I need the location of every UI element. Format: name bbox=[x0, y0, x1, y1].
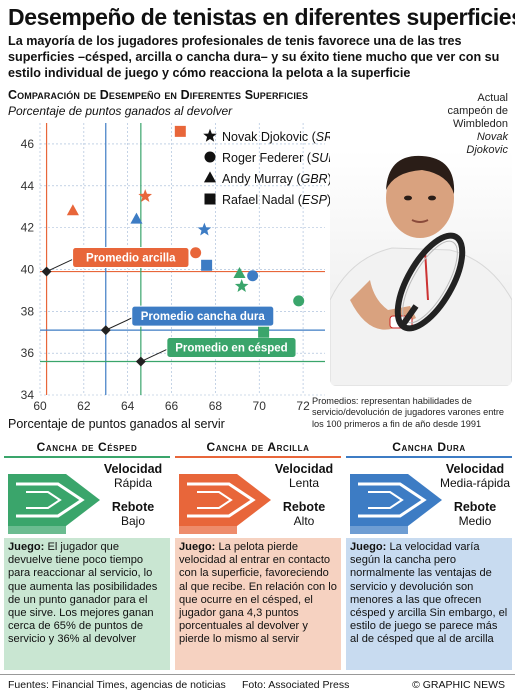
data-point bbox=[190, 247, 202, 259]
average-callout-line bbox=[140, 347, 172, 362]
champion-line1: Actual bbox=[477, 92, 508, 104]
bounce-property: Rebote Bajo bbox=[96, 500, 170, 528]
speed-value: Rápida bbox=[113, 476, 153, 490]
court-icon bbox=[8, 474, 100, 534]
court-icon bbox=[350, 474, 442, 534]
data-point bbox=[197, 222, 212, 236]
y-tick-label: 36 bbox=[21, 346, 35, 360]
speed-value: Media-rápida bbox=[439, 476, 511, 490]
y-tick-label: 34 bbox=[21, 388, 35, 402]
desc-lead: Juego: bbox=[179, 541, 216, 553]
data-point bbox=[233, 267, 246, 279]
speed-label: Velocidad bbox=[103, 462, 163, 476]
bounce-value: Medio bbox=[458, 514, 492, 528]
champion-caption: Actual campeón de Wimbledon Novak Djokov… bbox=[400, 92, 508, 157]
page-subtitle: La mayoría de los jugadores profesionale… bbox=[8, 34, 500, 80]
data-point bbox=[258, 326, 270, 338]
legend-marker bbox=[203, 171, 217, 183]
data-point bbox=[293, 295, 305, 307]
surface-panel: Cancha de Césped Velocidad Rápida Rebote… bbox=[4, 440, 170, 670]
average-callout-line bbox=[105, 315, 136, 331]
chart-title: Comparación de Desempeño en Diferentes S… bbox=[8, 88, 309, 102]
x-tick-label: 70 bbox=[253, 399, 267, 413]
x-tick-label: 62 bbox=[77, 399, 91, 413]
y-tick-label: 44 bbox=[21, 179, 35, 193]
data-point bbox=[66, 204, 79, 216]
desc-lead: Juego: bbox=[350, 541, 387, 553]
panel-title: Cancha de Arcilla bbox=[175, 440, 341, 458]
data-point bbox=[138, 189, 152, 202]
page-title: Desempeño de tenistas en diferentes supe… bbox=[8, 4, 515, 30]
champion-name2: Djokovic bbox=[466, 144, 508, 156]
bounce-label: Rebote bbox=[282, 500, 326, 514]
speed-label: Velocidad bbox=[274, 462, 334, 476]
x-tick-label: 72 bbox=[296, 399, 310, 413]
y-tick-label: 40 bbox=[21, 262, 35, 276]
desc-lead: Juego: bbox=[8, 541, 45, 553]
panel-title: Cancha Dura bbox=[346, 440, 512, 458]
speed-value: Lenta bbox=[288, 476, 320, 490]
panel-title: Cancha de Césped bbox=[4, 440, 170, 458]
bounce-value: Bajo bbox=[120, 514, 146, 528]
champion-name1: Novak bbox=[476, 131, 508, 143]
player-photo bbox=[330, 150, 512, 386]
desc-text: La pelota pierde velocidad al entrar en … bbox=[179, 541, 337, 646]
surface-panel: Cancha Dura Velocidad Media-rápida Rebot… bbox=[346, 440, 512, 670]
average-callout-line bbox=[46, 257, 77, 273]
champion-line2: campeón de bbox=[447, 105, 508, 117]
x-tick-label: 66 bbox=[165, 399, 179, 413]
data-point bbox=[174, 125, 186, 137]
panel-description: Juego: La velocidad varía según la canch… bbox=[346, 538, 512, 670]
bounce-label: Rebote bbox=[111, 500, 155, 514]
speed-property: Velocidad Rápida bbox=[96, 462, 170, 490]
desc-text: La velocidad varía según la cancha pero … bbox=[350, 541, 508, 646]
data-point bbox=[247, 270, 259, 282]
speed-property: Velocidad Lenta bbox=[267, 462, 341, 490]
x-tick-label: 64 bbox=[121, 399, 135, 413]
average-label: Promedio arcilla bbox=[86, 253, 176, 265]
average-label: Promedio en césped bbox=[175, 343, 287, 355]
x-tick-label: 60 bbox=[33, 399, 47, 413]
x-axis-label: Porcentaje de puntos ganados al servir bbox=[8, 417, 225, 431]
x-tick-label: 68 bbox=[209, 399, 223, 413]
surface-panel: Cancha de Arcilla Velocidad Lenta Rebote… bbox=[175, 440, 341, 670]
average-label-box bbox=[166, 337, 297, 359]
y-tick-label: 42 bbox=[21, 221, 35, 235]
data-point bbox=[201, 259, 213, 271]
panel-description: Juego: El jugador que devuelve tiene poc… bbox=[4, 538, 170, 670]
footer-sources: Fuentes: Financial Times, agencias de no… bbox=[8, 679, 226, 691]
speed-property: Velocidad Media-rápida bbox=[438, 462, 512, 490]
legend-marker bbox=[204, 193, 216, 205]
legend-label: Rafael Nadal (ESP) bbox=[222, 193, 330, 207]
footer-logo: © GRAPHIC NEWS bbox=[412, 679, 505, 691]
panel-description: Juego: La pelota pierde velocidad al ent… bbox=[175, 538, 341, 670]
bounce-value: Alto bbox=[293, 514, 315, 528]
data-point bbox=[130, 212, 143, 224]
average-label-box bbox=[131, 305, 275, 327]
average-label: Promedio cancha dura bbox=[141, 311, 266, 323]
legend-marker bbox=[203, 128, 217, 142]
y-axis-label: Porcentaje de puntos ganados al devolver bbox=[8, 104, 233, 118]
footer: Fuentes: Financial Times, agencias de no… bbox=[0, 674, 515, 695]
speed-label: Velocidad bbox=[445, 462, 505, 476]
bounce-label: Rebote bbox=[453, 500, 497, 514]
legend-label: Novak Djokovic (SRB) bbox=[222, 130, 330, 144]
scatter-chart: 34 36 38 40 42 44 46 60 62 64 66 68 70 72 Promedio arc… bbox=[21, 123, 330, 413]
court-icon bbox=[179, 474, 271, 534]
footer-photo-credit: Foto: Associated Press bbox=[242, 679, 350, 691]
averages-note: Promedios: representan habilidades de se… bbox=[312, 396, 505, 429]
legend-label: Roger Federer (SUI) bbox=[222, 151, 330, 165]
y-tick-label: 38 bbox=[21, 304, 35, 318]
desc-text: El jugador que devuelve tiene poco tiemp… bbox=[8, 541, 158, 646]
champion-line3: Wimbledon bbox=[452, 118, 508, 130]
legend-marker bbox=[204, 151, 216, 163]
bounce-property: Rebote Medio bbox=[438, 500, 512, 528]
legend-label: Andy Murray (GBR) bbox=[222, 172, 330, 186]
bounce-property: Rebote Alto bbox=[267, 500, 341, 528]
average-label-box bbox=[72, 247, 190, 269]
data-point bbox=[234, 279, 249, 292]
y-tick-label: 46 bbox=[21, 137, 35, 151]
